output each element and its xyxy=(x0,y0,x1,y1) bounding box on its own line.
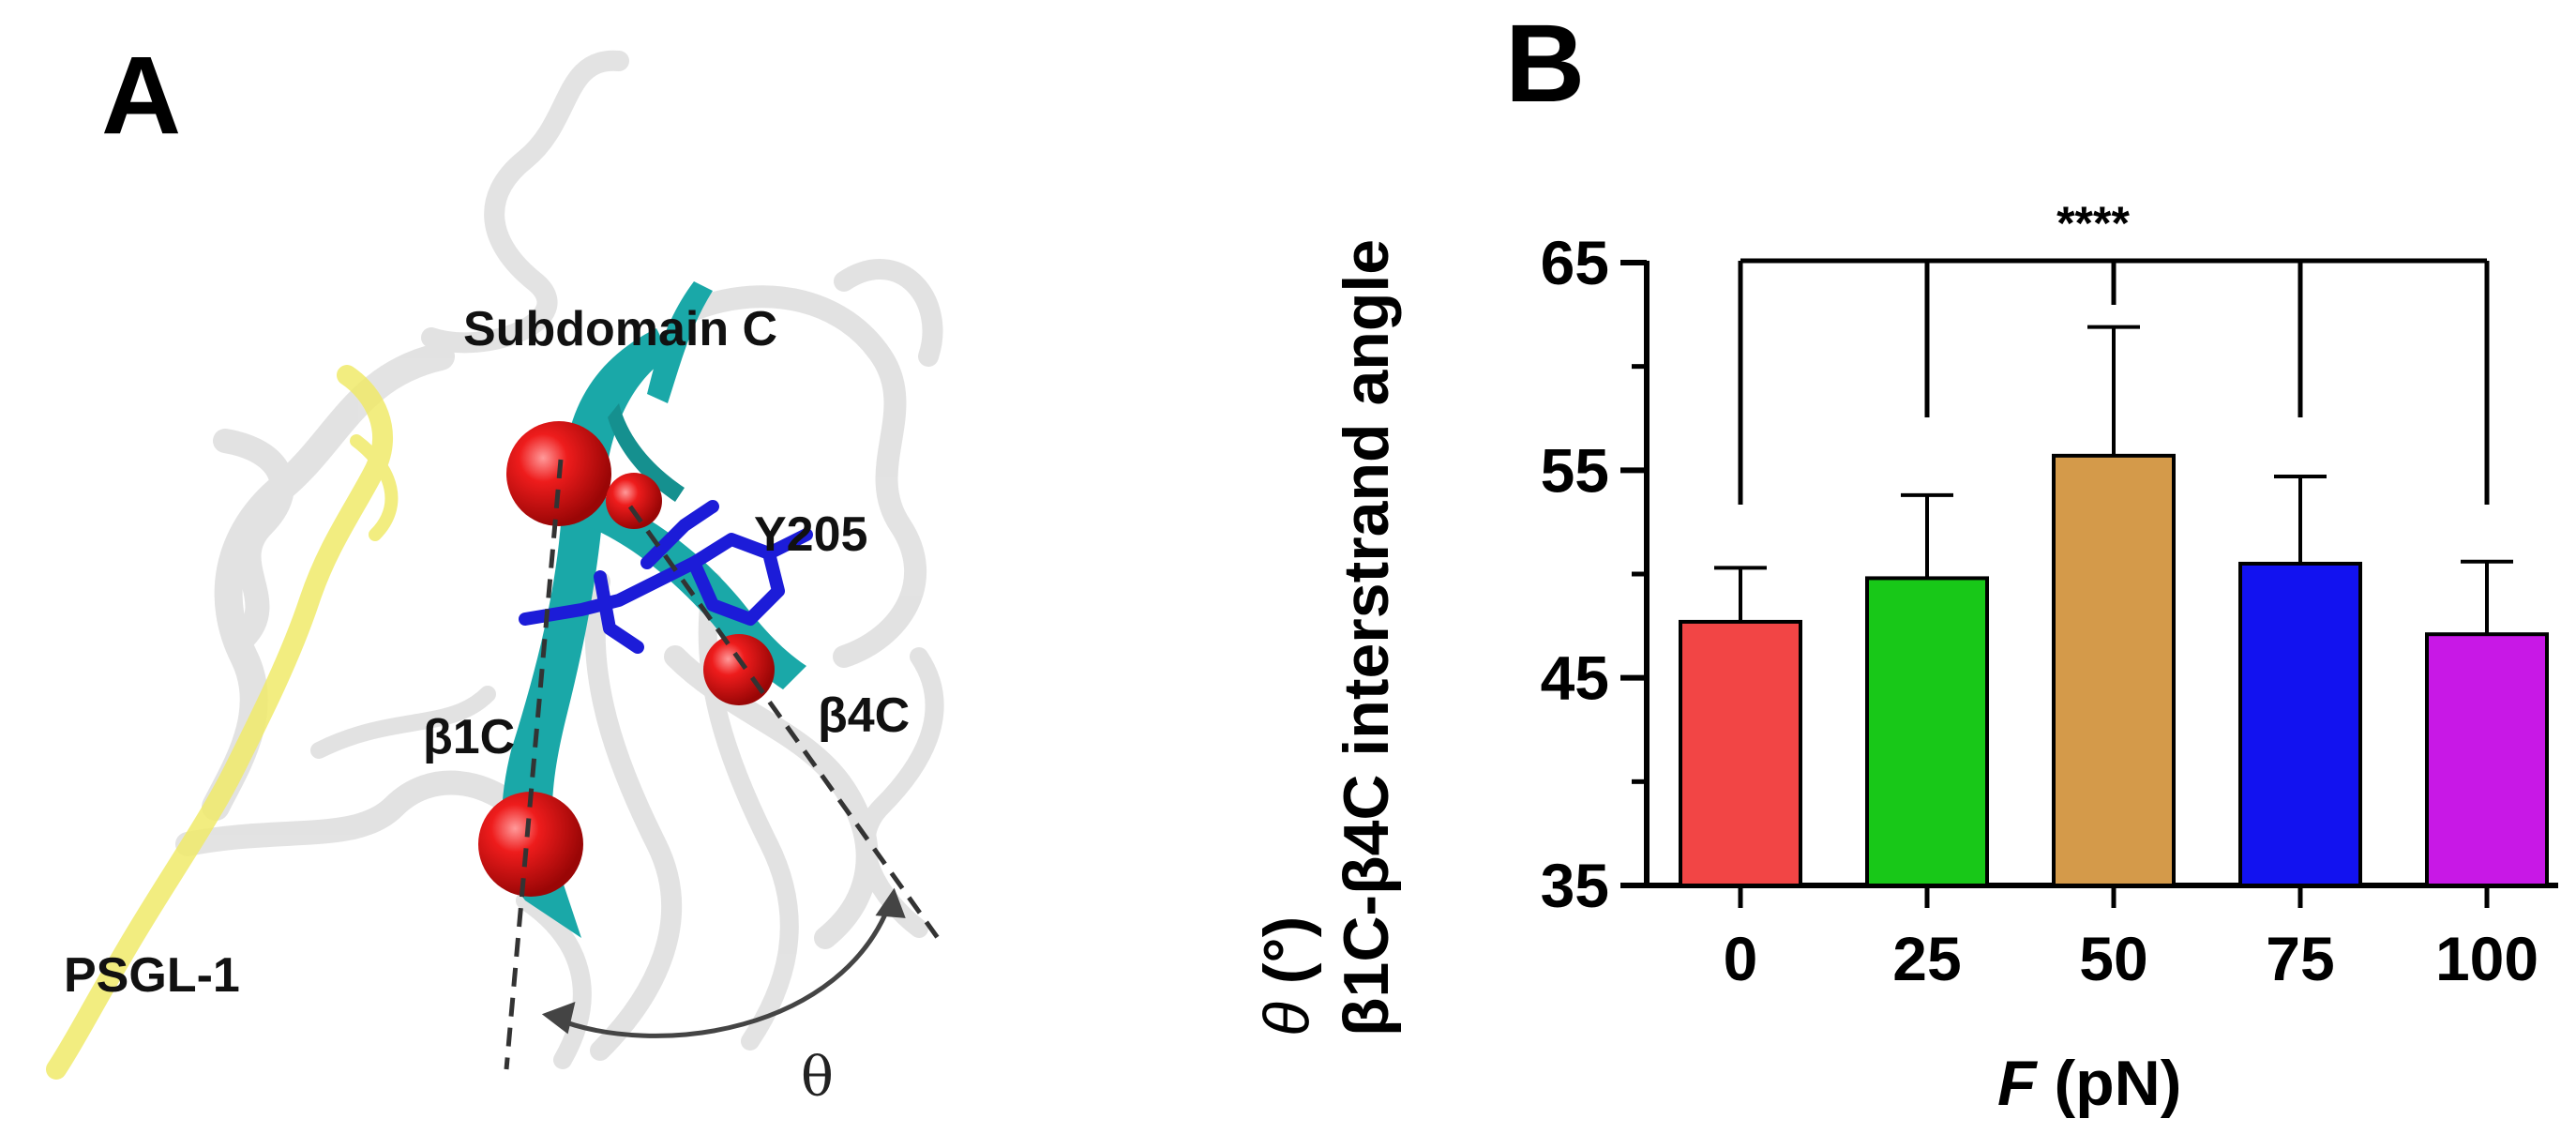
bar-75 xyxy=(2238,561,2362,888)
psgl1-label: PSGL-1 xyxy=(64,948,240,1003)
y-tick-label: 45 xyxy=(1541,643,1609,713)
beta1c-label: β1C xyxy=(423,710,515,764)
y-axis-unit: (°) xyxy=(1251,916,1322,1002)
subdomain-c-label: Subdomain C xyxy=(463,302,777,356)
panel-a-letter: A xyxy=(101,34,181,158)
psgl1-ligand xyxy=(46,365,399,1080)
x-tick-label: 25 xyxy=(1892,924,1961,993)
panel-a-structure: A xyxy=(46,34,944,1109)
bar-50 xyxy=(2052,453,2176,887)
y-tick-label: 65 xyxy=(1541,228,1609,297)
y205-label: Y205 xyxy=(754,507,867,562)
calpha-atoms xyxy=(478,421,775,897)
panel-b-letter: B xyxy=(1505,2,1585,126)
x-axis-title: F (pN) xyxy=(1997,1048,2181,1119)
y-axis-theta: θ xyxy=(1251,1002,1322,1036)
x-axis-ticks: 0 25 50 75 100 xyxy=(1724,885,2538,993)
beta4c-label: β4C xyxy=(818,688,910,743)
bar-25 xyxy=(1865,576,1989,888)
y205-residue xyxy=(519,500,813,654)
y-tick-label: 55 xyxy=(1541,435,1609,505)
x-axis-var: F xyxy=(1997,1048,2038,1119)
significance-bracket xyxy=(1738,258,2490,505)
bar-series xyxy=(1679,325,2549,888)
x-tick-label: 50 xyxy=(2079,924,2147,993)
beta1c-strand xyxy=(502,328,670,938)
atom-sphere xyxy=(606,473,662,529)
bar-0 xyxy=(1679,619,1802,887)
strand-axes xyxy=(504,459,941,1070)
significance-label: **** xyxy=(2056,197,2130,249)
atom-sphere xyxy=(478,792,583,897)
y-axis-title-line1: β1C-β4C interstrand angle xyxy=(1331,239,1402,1036)
x-axis-unit: (pN) xyxy=(2037,1048,2182,1119)
bar-100 xyxy=(2425,632,2549,887)
x-tick-label: 0 xyxy=(1724,924,1758,993)
x-tick-label: 75 xyxy=(2266,924,2334,993)
theta-label: θ xyxy=(801,1045,834,1109)
y-tick-label: 35 xyxy=(1541,851,1609,920)
panel-b-chart: B β1C-β4C interstrand angle θ (°) F (pN)… xyxy=(1251,2,2558,1119)
y-axis-title: β1C-β4C interstrand angle θ (°) xyxy=(1251,221,1402,1036)
atom-sphere xyxy=(703,634,775,705)
angle-arc xyxy=(541,887,906,1038)
x-tick-label: 100 xyxy=(2435,924,2538,993)
y-axis-ticks: 35 45 55 65 xyxy=(1541,228,1647,920)
